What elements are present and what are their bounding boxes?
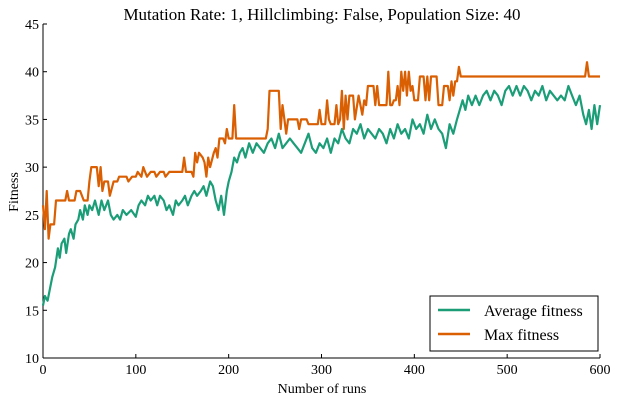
y-tick-label: 15 [25,304,39,319]
y-tick-label: 45 [25,18,39,33]
x-tick-label: 600 [590,363,611,378]
series-line-average-fitness [41,84,602,306]
y-tick-label: 20 [25,257,39,272]
x-tick-label: 100 [125,363,146,378]
y-tick-label: 40 [25,66,39,81]
legend-label-average-fitness: Average fitness [484,303,583,320]
y-tick-label: 30 [25,161,39,176]
y-tick-label: 35 [25,113,39,128]
y-axis-label: Fitness [7,172,22,212]
x-tick-label: 300 [311,363,332,378]
y-tick-label: 25 [25,209,39,224]
x-axis-label: Number of runs [278,382,367,397]
series-lines [41,61,602,306]
x-tick-label: 400 [404,363,425,378]
x-tick-label: 200 [218,363,239,378]
x-tick-label: 500 [497,363,518,378]
y-tick-label: 10 [25,352,39,367]
legend-frame [429,295,599,352]
x-tick-label: 0 [40,363,47,378]
chart-title: Mutation Rate: 1, Hillclimbing: False, P… [123,5,520,24]
legend: Average fitness Max fitness [429,295,599,352]
legend-label-max-fitness: Max fitness [484,327,559,344]
tick-labels: 0 100 200 300 400 500 600 10 15 20 25 30 35 40 45 [25,18,611,378]
series-line-max-fitness [41,61,600,240]
